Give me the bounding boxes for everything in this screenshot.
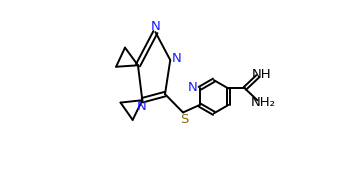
Text: N: N [188, 81, 198, 94]
Text: N: N [137, 100, 146, 113]
Text: S: S [180, 113, 188, 126]
Text: N: N [172, 52, 182, 65]
Text: N: N [151, 20, 160, 33]
Text: NH₂: NH₂ [251, 96, 276, 109]
Text: NH: NH [252, 68, 272, 81]
